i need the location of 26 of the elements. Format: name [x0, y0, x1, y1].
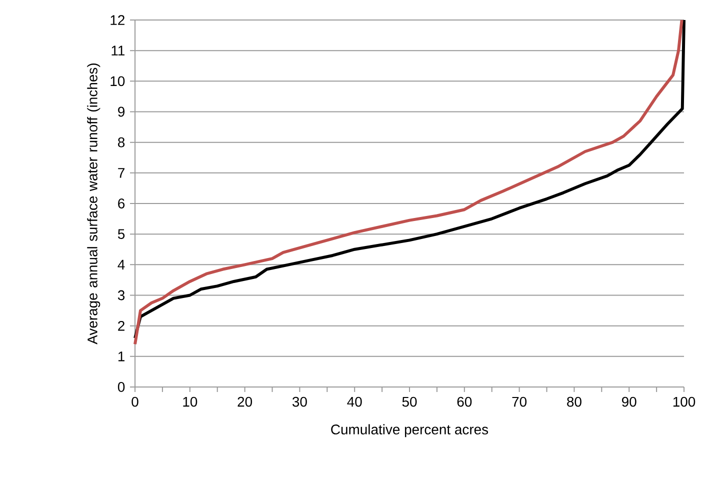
x-tick-label: 90	[622, 396, 636, 407]
y-tick-label: 8	[118, 137, 125, 148]
y-tick-label: 9	[118, 106, 124, 117]
y-tick-label: 1	[118, 352, 124, 362]
y-tick-label: 4	[118, 260, 125, 270]
x-tick-label: 60	[457, 396, 472, 407]
x-axis-title: Cumulative percent acres	[331, 424, 488, 438]
x-tick-label: 80	[567, 396, 582, 407]
y-tick-label: 11	[112, 46, 124, 56]
y-tick-label: 2	[118, 320, 124, 331]
y-tick-label: 10	[110, 76, 125, 86]
x-tick-label: 100	[673, 396, 696, 407]
x-tick-label: 70	[512, 396, 527, 407]
x-tick-label: 30	[292, 396, 307, 407]
x-tick-label: 50	[402, 396, 417, 407]
x-tick-label: 0	[132, 396, 138, 407]
y-tick-label: 0	[118, 382, 125, 392]
x-tick-label: 20	[238, 396, 252, 407]
y-tick-label: 3	[118, 290, 125, 300]
y-tick-label: 5	[118, 229, 125, 239]
y-tick-label: 12	[110, 15, 124, 25]
y-tick-label: 7	[118, 168, 124, 178]
y-axis-title: Average annual surface water runoff (inches)	[87, 64, 100, 344]
x-tick-label: 40	[347, 396, 362, 407]
x-tick-label: 10	[183, 396, 198, 407]
y-tick-label: 6	[118, 198, 125, 208]
